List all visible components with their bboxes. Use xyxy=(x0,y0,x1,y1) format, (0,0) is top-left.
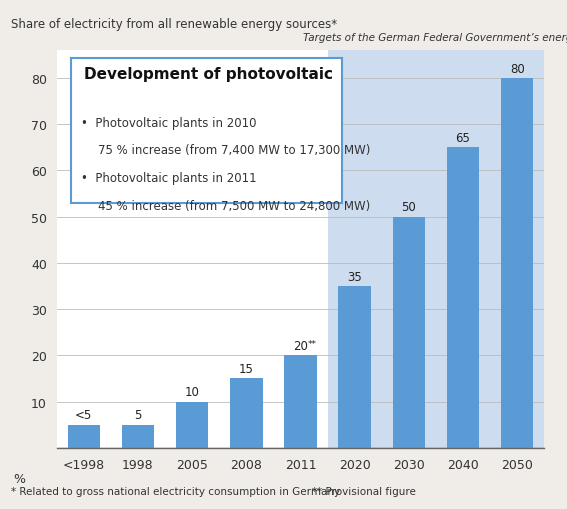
Text: 20: 20 xyxy=(293,340,308,352)
Text: 10: 10 xyxy=(185,385,200,399)
Text: ** Provisional figure: ** Provisional figure xyxy=(312,486,416,496)
Text: 15: 15 xyxy=(239,362,254,376)
Text: 75 % increase (from 7,400 MW to 17,300 MW): 75 % increase (from 7,400 MW to 17,300 M… xyxy=(98,144,370,157)
Bar xyxy=(230,379,263,448)
FancyBboxPatch shape xyxy=(71,59,342,204)
Text: Development of photovoltaic: Development of photovoltaic xyxy=(83,67,332,82)
Bar xyxy=(284,356,317,448)
Bar xyxy=(501,78,534,448)
Text: Share of electricity from all renewable energy sources*: Share of electricity from all renewable … xyxy=(11,18,337,31)
Bar xyxy=(328,51,544,448)
Text: 5: 5 xyxy=(134,409,142,421)
Text: •  Photovoltaic plants in 2010: • Photovoltaic plants in 2010 xyxy=(81,117,257,129)
Text: 80: 80 xyxy=(510,63,524,75)
Text: * Related to gross national electricity consumption in Germany: * Related to gross national electricity … xyxy=(11,486,340,496)
Bar xyxy=(67,425,100,448)
Text: 35: 35 xyxy=(348,270,362,283)
Bar xyxy=(338,287,371,448)
Bar xyxy=(57,448,544,455)
Bar xyxy=(122,425,154,448)
Text: **: ** xyxy=(307,340,316,349)
Text: %: % xyxy=(13,472,25,485)
Text: 50: 50 xyxy=(401,201,416,214)
Bar xyxy=(176,402,209,448)
Text: <5: <5 xyxy=(75,409,92,421)
Bar xyxy=(447,148,479,448)
Text: •  Photovoltaic plants in 2011: • Photovoltaic plants in 2011 xyxy=(81,172,257,185)
Text: Targets of the German Federal Government’s energy concept: Targets of the German Federal Government… xyxy=(303,33,567,43)
Text: 45 % increase (from 7,500 MW to 24,800 MW): 45 % increase (from 7,500 MW to 24,800 M… xyxy=(98,200,370,213)
Text: 65: 65 xyxy=(456,132,471,145)
Bar xyxy=(392,217,425,448)
